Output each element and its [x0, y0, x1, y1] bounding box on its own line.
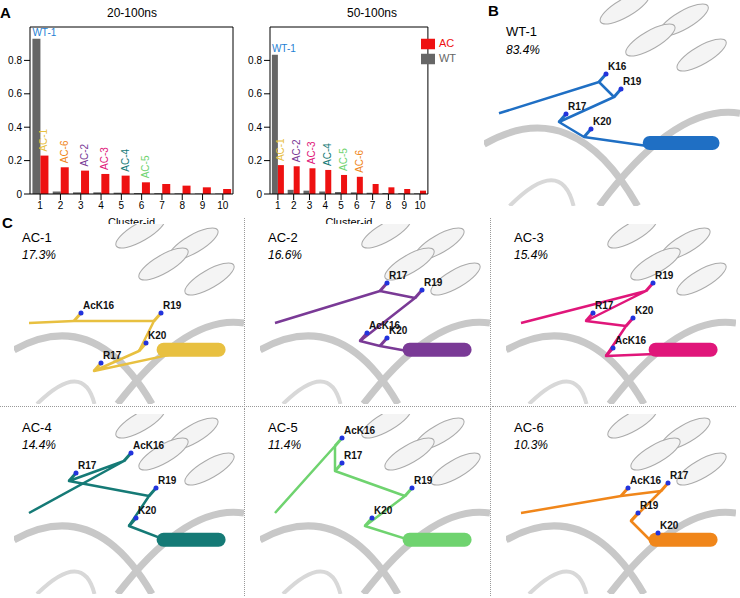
svg-text:AC-4: AC-4: [22, 420, 52, 435]
svg-text:R17: R17: [568, 101, 587, 112]
svg-text:3: 3: [78, 200, 84, 211]
svg-text:1: 1: [37, 200, 43, 211]
svg-text:R19: R19: [640, 500, 659, 511]
svg-text:AC-6: AC-6: [514, 420, 544, 435]
svg-text:WT-1: WT-1: [272, 43, 296, 54]
svg-text:17.3%: 17.3%: [22, 248, 56, 262]
svg-text:R19: R19: [158, 475, 177, 486]
svg-text:83.4%: 83.4%: [506, 43, 540, 57]
svg-text:5: 5: [119, 200, 125, 211]
svg-text:AC-6: AC-6: [354, 150, 365, 173]
svg-text:AC-3: AC-3: [306, 141, 317, 164]
svg-text:8: 8: [386, 200, 392, 211]
svg-text:K20: K20: [635, 305, 654, 316]
svg-text:K20: K20: [593, 116, 612, 127]
svg-text:0.8: 0.8: [248, 55, 262, 66]
svg-text:2: 2: [58, 200, 64, 211]
svg-text:R17: R17: [344, 450, 363, 461]
svg-text:AC-4: AC-4: [322, 143, 333, 166]
svg-text:2: 2: [291, 200, 297, 211]
svg-text:0.4: 0.4: [8, 122, 22, 133]
svg-text:AC-2: AC-2: [268, 230, 298, 245]
svg-text:6: 6: [139, 200, 145, 211]
svg-text:3: 3: [307, 200, 313, 211]
svg-text:10: 10: [217, 200, 229, 211]
svg-text:AC-3: AC-3: [99, 147, 110, 170]
svg-text:R17: R17: [103, 350, 122, 361]
svg-text:14.4%: 14.4%: [22, 438, 56, 452]
svg-text:AC-1: AC-1: [38, 128, 49, 151]
html-text:50-100ns: 50-100ns: [347, 6, 397, 20]
svg-text:WT-1: WT-1: [506, 24, 537, 39]
svg-text:AC-1: AC-1: [22, 230, 52, 245]
svg-text:9: 9: [200, 200, 206, 211]
html-text:AC: AC: [438, 37, 455, 49]
svg-text:0: 0: [16, 189, 22, 200]
svg-text:R19: R19: [424, 277, 443, 288]
svg-text:K20: K20: [148, 330, 167, 341]
svg-text:7: 7: [159, 200, 165, 211]
svg-text:R17: R17: [670, 470, 689, 481]
svg-text:R17: R17: [595, 300, 614, 311]
svg-text:AC-5: AC-5: [338, 148, 349, 171]
svg-text:AC-2: AC-2: [291, 139, 302, 162]
svg-text:R17: R17: [389, 270, 408, 281]
svg-text:0.6: 0.6: [8, 88, 22, 99]
svg-text:B: B: [488, 2, 499, 19]
svg-text:R19: R19: [163, 300, 182, 311]
svg-text:AC-2: AC-2: [79, 143, 90, 166]
svg-text:0.6: 0.6: [248, 88, 262, 99]
svg-text:11.4%: 11.4%: [268, 438, 301, 452]
svg-text:R19: R19: [623, 76, 642, 87]
svg-text:K16: K16: [608, 61, 627, 72]
svg-text:AcK16: AcK16: [133, 440, 165, 451]
svg-text:10: 10: [414, 200, 426, 211]
svg-text:0.4: 0.4: [248, 122, 262, 133]
svg-text:15.4%: 15.4%: [514, 248, 548, 262]
svg-text:10.3%: 10.3%: [514, 438, 548, 452]
svg-text:K20: K20: [660, 520, 679, 531]
svg-text:AcK16: AcK16: [369, 320, 401, 331]
svg-text:K20: K20: [138, 505, 157, 516]
svg-text:AcK16: AcK16: [615, 335, 647, 346]
svg-text:4: 4: [98, 200, 104, 211]
svg-text:AcK16: AcK16: [630, 475, 662, 486]
svg-text:AC-3: AC-3: [514, 230, 544, 245]
svg-text:R19: R19: [655, 270, 674, 281]
svg-text:K20: K20: [389, 325, 408, 336]
html-text:A: A: [0, 4, 11, 21]
svg-text:R17: R17: [78, 460, 97, 471]
svg-text:K20: K20: [374, 505, 393, 516]
svg-text:AcK16: AcK16: [83, 300, 115, 311]
svg-text:AC-5: AC-5: [268, 420, 298, 435]
svg-text:4: 4: [322, 200, 328, 211]
html-text:WT: WT: [438, 52, 456, 65]
svg-text:0.2: 0.2: [8, 155, 22, 166]
svg-text:5: 5: [338, 200, 344, 211]
svg-text:8: 8: [179, 200, 185, 211]
svg-text:WT-1: WT-1: [32, 27, 56, 38]
svg-text:6: 6: [354, 200, 360, 211]
svg-text:16.6%: 16.6%: [268, 248, 302, 262]
svg-text:R19: R19: [414, 475, 433, 486]
svg-text:0.8: 0.8: [8, 55, 22, 66]
svg-text:1: 1: [275, 200, 281, 211]
html-text:C: C: [2, 214, 13, 231]
html-text:20-100ns: 20-100ns: [107, 6, 157, 20]
svg-text:0.2: 0.2: [248, 155, 262, 166]
svg-text:AC-4: AC-4: [120, 148, 131, 171]
svg-text:7: 7: [370, 200, 376, 211]
svg-text:AcK16: AcK16: [344, 425, 376, 436]
svg-text:AC-6: AC-6: [59, 140, 70, 163]
svg-text:0: 0: [256, 189, 262, 200]
svg-text:AC-1: AC-1: [275, 138, 286, 161]
svg-text:9: 9: [401, 200, 407, 211]
svg-text:AC-5: AC-5: [140, 155, 151, 178]
